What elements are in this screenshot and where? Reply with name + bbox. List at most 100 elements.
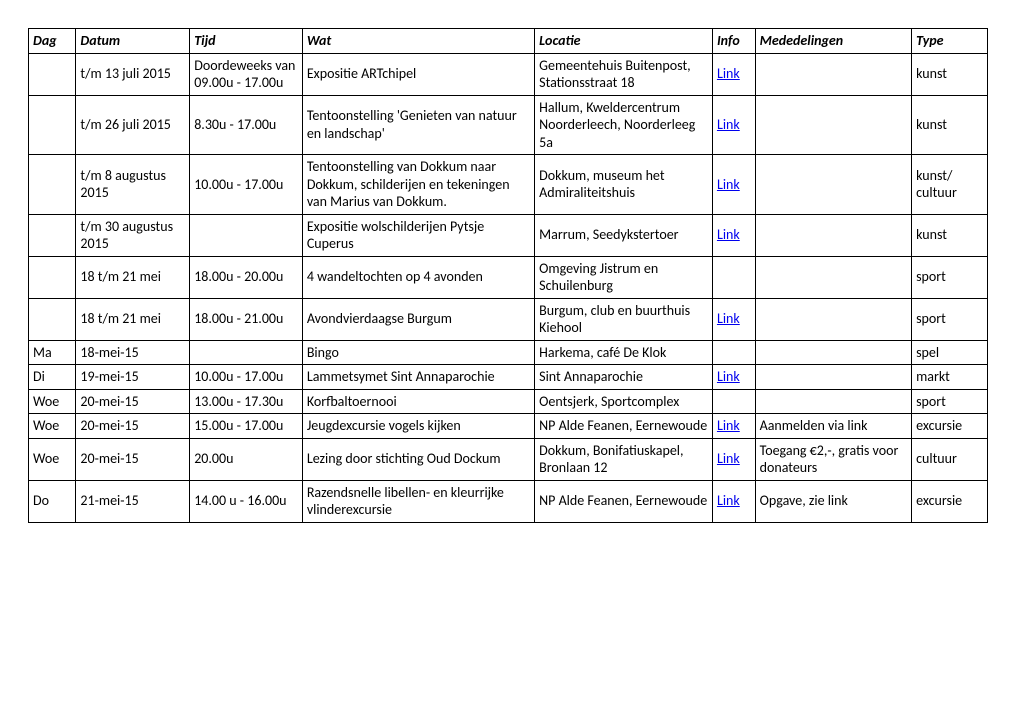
cell-info[interactable]: Link bbox=[712, 414, 755, 439]
cell-tijd bbox=[190, 340, 303, 365]
cell-type: excursie bbox=[912, 480, 988, 522]
cell-datum: t/m 26 juli 2015 bbox=[76, 95, 190, 155]
info-link[interactable]: Link bbox=[717, 492, 740, 509]
cell-wat: Razendsnelle libellen- en kleurrijke vli… bbox=[302, 480, 534, 522]
table-row: t/m 30 augustus 2015 Expositie wolschilde… bbox=[29, 214, 988, 256]
cell-locatie: Dokkum, Bonifatiuskapel, Bronlaan 12 bbox=[535, 438, 713, 480]
cell-info[interactable]: Link bbox=[712, 95, 755, 155]
cell-tijd: 13.00u - 17.30u bbox=[190, 389, 303, 414]
cell-tijd: 18.00u - 20.00u bbox=[190, 256, 303, 298]
cell-datum: 20-mei-15 bbox=[76, 438, 190, 480]
cell-locatie: Oentsjerk, Sportcomplex bbox=[535, 389, 713, 414]
col-dag: Dag bbox=[29, 29, 76, 54]
cell-tijd: Doordeweeks van 09.00u - 17.00u bbox=[190, 53, 303, 95]
cell-datum: t/m 30 augustus 2015 bbox=[76, 214, 190, 256]
cell-dag: Woe bbox=[29, 389, 76, 414]
cell-tijd: 14.00 u - 16.00u bbox=[190, 480, 303, 522]
table-row: t/m 26 juli 20158.30u - 17.00uTentoonste… bbox=[29, 95, 988, 155]
cell-type: cultuur bbox=[912, 438, 988, 480]
cell-tijd: 10.00u - 17.00u bbox=[190, 365, 303, 390]
info-link[interactable]: Link bbox=[717, 417, 740, 434]
cell-locatie: Omgeving Jistrum en Schuilenburg bbox=[535, 256, 713, 298]
cell-type: spel bbox=[912, 340, 988, 365]
cell-locatie: Marrum, Seedykstertoer bbox=[535, 214, 713, 256]
cell-wat: Lammetsymet Sint Annaparochie bbox=[302, 365, 534, 390]
cell-locatie: Harkema, café De Klok bbox=[535, 340, 713, 365]
cell-wat: Bingo bbox=[302, 340, 534, 365]
cell-locatie: NP Alde Feanen, Eernewoude bbox=[535, 414, 713, 439]
cell-info bbox=[712, 389, 755, 414]
cell-med bbox=[755, 155, 911, 215]
cell-med bbox=[755, 53, 911, 95]
cell-datum: 20-mei-15 bbox=[76, 414, 190, 439]
cell-info[interactable]: Link bbox=[712, 298, 755, 340]
cell-datum: 18 t/m 21 mei bbox=[76, 298, 190, 340]
info-link[interactable]: Link bbox=[717, 176, 740, 193]
info-link[interactable]: Link bbox=[717, 226, 740, 243]
info-link[interactable]: Link bbox=[717, 368, 740, 385]
table-row: 18 t/m 21 mei18.00u - 20.00u4 wandeltoch… bbox=[29, 256, 988, 298]
table-body: t/m 13 juli 2015Doordeweeks van 09.00u -… bbox=[29, 53, 988, 522]
cell-wat: Expositie wolschilderijen Pytsje Cuperus bbox=[302, 214, 534, 256]
info-link[interactable]: Link bbox=[717, 65, 740, 82]
cell-info bbox=[712, 256, 755, 298]
cell-datum: 21-mei-15 bbox=[76, 480, 190, 522]
cell-info[interactable]: Link bbox=[712, 365, 755, 390]
cell-type: sport bbox=[912, 389, 988, 414]
cell-type: kunst bbox=[912, 95, 988, 155]
cell-dag bbox=[29, 95, 76, 155]
table-row: Di19-mei-1510.00u - 17.00uLammetsymet Si… bbox=[29, 365, 988, 390]
table-row: t/m 8 augustus 201510.00u - 17.00uTentoo… bbox=[29, 155, 988, 215]
cell-tijd bbox=[190, 214, 303, 256]
cell-datum: t/m 13 juli 2015 bbox=[76, 53, 190, 95]
cell-wat: Lezing door stichting Oud Dockum bbox=[302, 438, 534, 480]
table-row: Do21-mei-1514.00 u - 16.00uRazendsnelle … bbox=[29, 480, 988, 522]
cell-tijd: 15.00u - 17.00u bbox=[190, 414, 303, 439]
cell-dag: Do bbox=[29, 480, 76, 522]
cell-wat: Expositie ARTchipel bbox=[302, 53, 534, 95]
cell-locatie: NP Alde Feanen, Eernewoude bbox=[535, 480, 713, 522]
cell-info[interactable]: Link bbox=[712, 480, 755, 522]
cell-datum: 20-mei-15 bbox=[76, 389, 190, 414]
table-row: Woe20-mei-1515.00u - 17.00uJeugdexcursie… bbox=[29, 414, 988, 439]
info-link[interactable]: Link bbox=[717, 116, 740, 133]
cell-med bbox=[755, 389, 911, 414]
cell-datum: 18-mei-15 bbox=[76, 340, 190, 365]
info-link[interactable]: Link bbox=[717, 450, 740, 467]
cell-med: Opgave, zie link bbox=[755, 480, 911, 522]
cell-tijd: 20.00u bbox=[190, 438, 303, 480]
cell-locatie: Gemeentehuis Buitenpost, Stationsstraat … bbox=[535, 53, 713, 95]
cell-dag bbox=[29, 155, 76, 215]
cell-dag: Woe bbox=[29, 438, 76, 480]
cell-med: Toegang €2,-, gratis voor donateurs bbox=[755, 438, 911, 480]
cell-locatie: Burgum, club en buurthuis Kiehool bbox=[535, 298, 713, 340]
cell-med bbox=[755, 256, 911, 298]
cell-dag bbox=[29, 53, 76, 95]
cell-datum: 19-mei-15 bbox=[76, 365, 190, 390]
col-info: Info bbox=[712, 29, 755, 54]
cell-info[interactable]: Link bbox=[712, 214, 755, 256]
cell-info[interactable]: Link bbox=[712, 53, 755, 95]
cell-info[interactable]: Link bbox=[712, 438, 755, 480]
cell-locatie: Dokkum, museum het Admiraliteitshuis bbox=[535, 155, 713, 215]
cell-tijd: 18.00u - 21.00u bbox=[190, 298, 303, 340]
cell-info bbox=[712, 340, 755, 365]
cell-tijd: 8.30u - 17.00u bbox=[190, 95, 303, 155]
cell-dag: Di bbox=[29, 365, 76, 390]
cell-type: markt bbox=[912, 365, 988, 390]
col-locatie: Locatie bbox=[535, 29, 713, 54]
cell-wat: Korfbaltoernooi bbox=[302, 389, 534, 414]
table-row: Ma18-mei-15BingoHarkema, café De Klokspe… bbox=[29, 340, 988, 365]
cell-info[interactable]: Link bbox=[712, 155, 755, 215]
cell-tijd: 10.00u - 17.00u bbox=[190, 155, 303, 215]
table-row: Woe20-mei-1520.00uLezing door stichting … bbox=[29, 438, 988, 480]
cell-dag: Woe bbox=[29, 414, 76, 439]
events-table: Dag Datum Tijd Wat Locatie Info Mededeli… bbox=[28, 28, 988, 523]
table-row: t/m 13 juli 2015Doordeweeks van 09.00u -… bbox=[29, 53, 988, 95]
cell-med bbox=[755, 365, 911, 390]
info-link[interactable]: Link bbox=[717, 310, 740, 327]
cell-locatie: Hallum, Kweldercentrum Noorderleech, Noo… bbox=[535, 95, 713, 155]
cell-med: Aanmelden via link bbox=[755, 414, 911, 439]
cell-type: sport bbox=[912, 256, 988, 298]
cell-type: kunst bbox=[912, 214, 988, 256]
